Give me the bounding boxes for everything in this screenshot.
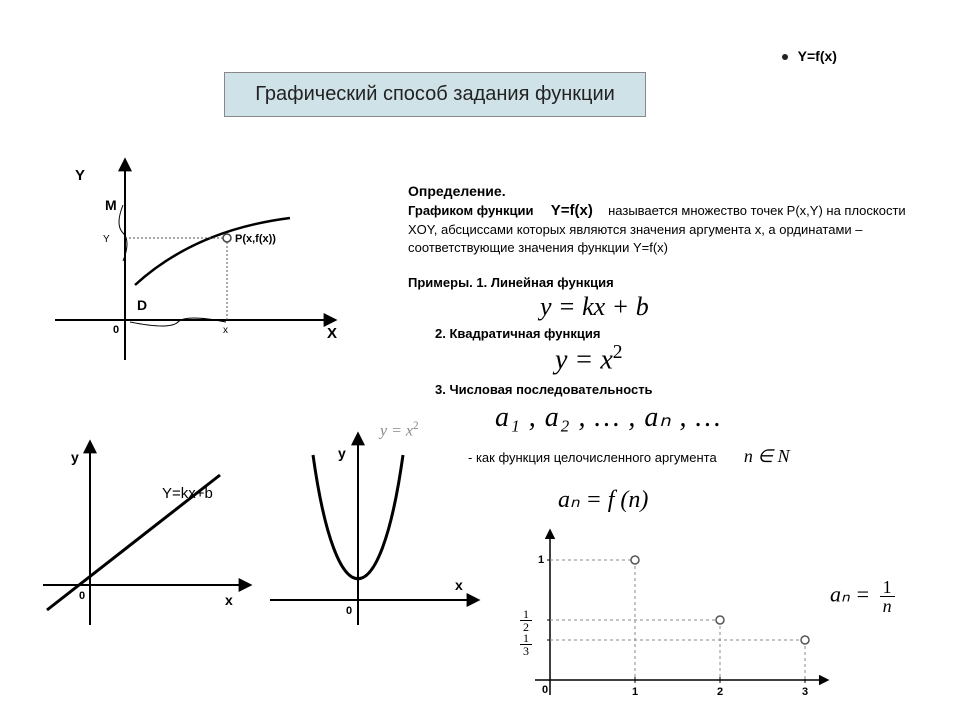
xlabel-2: 2 <box>717 686 723 698</box>
x-label-linear: x <box>225 592 233 608</box>
eq-parabola-exp: 2 <box>413 420 419 432</box>
curve <box>135 218 290 285</box>
xlabel-1: 1 <box>632 686 638 698</box>
example-2: 2. Квадратичная функция <box>435 326 600 341</box>
legend-linear: Y=kx+b <box>162 485 213 502</box>
eq-quad-exp: 2 <box>613 342 623 363</box>
definition-heading: Определение. <box>408 182 920 201</box>
eq-quad-y: y = x <box>555 344 613 375</box>
seq-point-1 <box>631 556 639 564</box>
eq-an-fn: aₙ = f (n) <box>558 485 648 514</box>
frac-1n-den: n <box>880 597 895 615</box>
frac-1n-num: 1 <box>880 578 895 597</box>
sequence-text: a₁ , a₂ , … , aₙ , … <box>495 400 721 434</box>
ylabel-half: 12 <box>520 608 532 633</box>
eq-parabola-y: y = x <box>380 422 413 439</box>
definition-lead: Графиком функции <box>408 203 534 218</box>
y-label-linear: y <box>71 449 79 465</box>
origin-parabola: 0 <box>346 605 352 617</box>
label-D: D <box>137 297 147 313</box>
x-label-parabola: x <box>455 577 463 593</box>
y-label-parabola: y <box>338 445 346 461</box>
bullet-dot-icon <box>782 54 788 60</box>
example-3: 3. Числовая последовательность <box>435 382 653 397</box>
n-in-N: n ∈ N <box>744 446 790 466</box>
definition-yfx: Y=f(x) <box>551 202 593 219</box>
origin-linear: 0 <box>79 590 85 602</box>
graph-main: Y X 0 M D Y x P(x,f(x)) <box>45 160 345 375</box>
label-P: P(x,f(x)) <box>235 233 276 245</box>
bullet-item: Y=f(x) <box>782 48 837 64</box>
graph-sequence: 0 1 2 3 1 <box>490 530 830 710</box>
point-p <box>223 234 231 242</box>
y-axis-label: Y <box>75 167 85 184</box>
eq-linear: y = kx + b <box>540 292 649 322</box>
label-x-small: x <box>223 325 228 336</box>
bullet-text: Y=f(x) <box>798 48 837 64</box>
integer-arg-note: - как функция целочисленного аргумента n… <box>468 446 790 467</box>
ylabel-third: 13 <box>520 632 532 657</box>
origin-label: 0 <box>113 324 119 336</box>
eq-quadratic: y = x2 <box>555 342 623 376</box>
eq-parabola-label: y = x2 <box>380 420 419 440</box>
seq-point-3 <box>801 636 809 644</box>
title-text: Графический способ задания функции <box>255 83 615 105</box>
xlabel-3: 3 <box>802 686 808 698</box>
int-arg-text: - как функция целочисленного аргумента <box>468 450 717 465</box>
definition-para: Графиком функции Y=f(x) называется множе… <box>408 201 920 256</box>
label-M: M <box>105 197 117 213</box>
frac-third-den: 3 <box>520 645 532 657</box>
label-y-small: Y <box>103 234 110 245</box>
x-axis-label: X <box>327 325 337 342</box>
ylabel-1: 1 <box>538 554 544 566</box>
title-box: Графический способ задания функции <box>224 72 646 117</box>
seq-point-2 <box>716 616 724 624</box>
eq-an-1n-lhs: aₙ = <box>830 582 870 607</box>
definition-block: Определение. Графиком функции Y=f(x) наз… <box>408 182 920 292</box>
graph-linear: y x 0 <box>35 440 255 640</box>
origin-seq: 0 <box>542 684 548 696</box>
graph-parabola: y x 0 <box>258 430 478 640</box>
eq-an-1n: aₙ = 1 n <box>830 578 895 615</box>
examples-heading: Примеры. 1. Линейная функция <box>408 274 920 292</box>
